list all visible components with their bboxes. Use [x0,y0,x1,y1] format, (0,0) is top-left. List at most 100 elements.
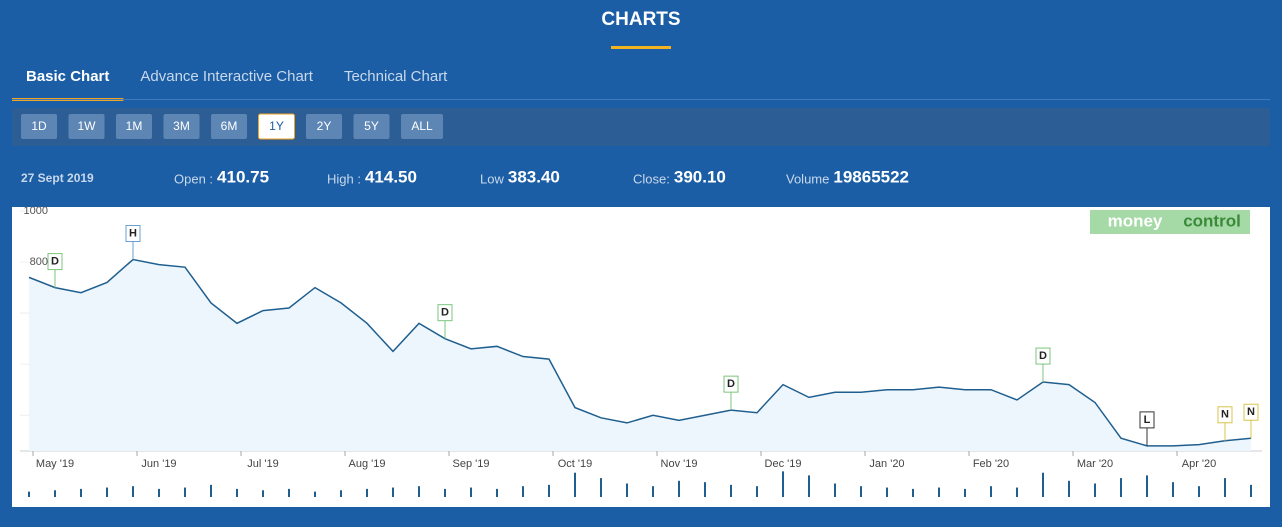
volume-bar [392,487,394,497]
quote-label: Open : [174,171,213,186]
range-button[interactable] [401,114,443,139]
range-button[interactable] [211,114,247,139]
logo-bg [1090,210,1250,234]
quote-label: Volume [786,171,829,186]
volume-bar [340,490,342,497]
x-tick-label: Aug '19 [349,458,386,470]
volume-bar [288,488,290,497]
volume-bar [28,491,30,497]
volume-bar [1224,478,1226,497]
quote-value: 390.10 [674,167,726,186]
logo: money [1108,211,1163,230]
range-label: 6M [221,119,238,133]
volume-bar [834,483,836,497]
range-bar [12,108,1270,146]
x-tick-label: Mar '20 [1077,458,1113,470]
volume-bar [1094,483,1096,497]
flag [1217,406,1233,424]
volume-bar [366,488,368,497]
volume-bar [756,486,758,497]
tab[interactable]: Advance Interactive Chart [140,68,313,85]
volume-bar [626,483,628,497]
x-tick-label: Jun '19 [141,458,176,470]
range-button[interactable] [68,114,105,139]
volume-bar [860,486,862,497]
flag [125,225,141,243]
range-button[interactable] [21,114,57,139]
volume-bar [1120,478,1122,497]
volume-bar [210,484,212,497]
x-tick-label: Jan '20 [869,458,904,470]
flag-label: L [1144,414,1151,426]
volume-bar [600,478,602,497]
volume-bar [1068,480,1070,497]
x-tick-label: Sep '19 [453,458,490,470]
volume-bar [886,487,888,497]
range-label: 2Y [317,119,332,133]
x-tick-label: Dec '19 [765,458,802,470]
y-tick-label: 1000 [24,205,48,217]
flag-label: D [441,307,449,319]
volume-bar [704,482,706,497]
volume-bar [184,487,186,497]
volume-bar [1198,486,1200,497]
range-button[interactable] [258,113,295,140]
quote-label: Close: [633,171,670,186]
volume-bar [1146,475,1148,497]
range-label: 1W [78,119,97,133]
volume-bar [262,490,264,497]
volume-bar [522,486,524,497]
volume-bar [1016,487,1018,497]
tab[interactable]: Basic Chart [26,68,109,85]
volume-bar [938,487,940,497]
volume-bar [418,486,420,497]
range-label: 3M [173,119,190,133]
tab[interactable]: Technical Chart [344,68,448,85]
volume-bar [964,488,966,497]
flag [1139,411,1155,429]
x-tick-label: Oct '19 [558,458,593,470]
flag [47,253,63,271]
volume-bar [1042,472,1044,497]
page-title: CHARTS [601,9,680,30]
range-button[interactable] [306,114,342,139]
volume-bar [314,491,316,497]
flag-label: N [1221,409,1229,421]
range-label: 1Y [269,119,284,133]
volume-bar [80,488,82,497]
volume-bar [574,472,576,497]
range-label: 1M [126,119,143,133]
flag [723,375,739,393]
range-label: ALL [411,119,433,133]
volume-bar [990,486,992,497]
price-area [29,259,1251,451]
x-tick-label: Jul '19 [247,458,278,470]
range-label: 5Y [364,119,379,133]
x-tick-label: Feb '20 [973,458,1009,470]
range-button[interactable] [116,114,152,139]
volume-bar [1250,484,1252,497]
volume-bar [470,487,472,497]
volume-bar [782,471,784,497]
quote-row: 27 Sept 2019 Open : 410.75 High : 414.50 Low 3… [21,167,909,186]
range-button[interactable] [353,114,390,139]
volume-bar [1172,482,1174,497]
quote-label: High : [327,171,361,186]
volume-bar [730,484,732,497]
volume-bar [444,488,446,497]
flag [1243,403,1259,421]
volume-bar [678,480,680,497]
flag-label: H [129,227,137,239]
quote-value: 414.50 [365,167,417,186]
title-underline [611,46,671,49]
quote-date: 27 Sept 2019 [21,171,94,185]
flag-label: D [51,256,59,268]
range-button[interactable] [163,114,200,139]
x-tick-label: Nov '19 [661,458,698,470]
volume-bar [912,488,914,497]
quote-value: 410.75 [217,167,269,186]
tab-separator [12,99,1270,100]
quote-label: Low [480,171,504,186]
